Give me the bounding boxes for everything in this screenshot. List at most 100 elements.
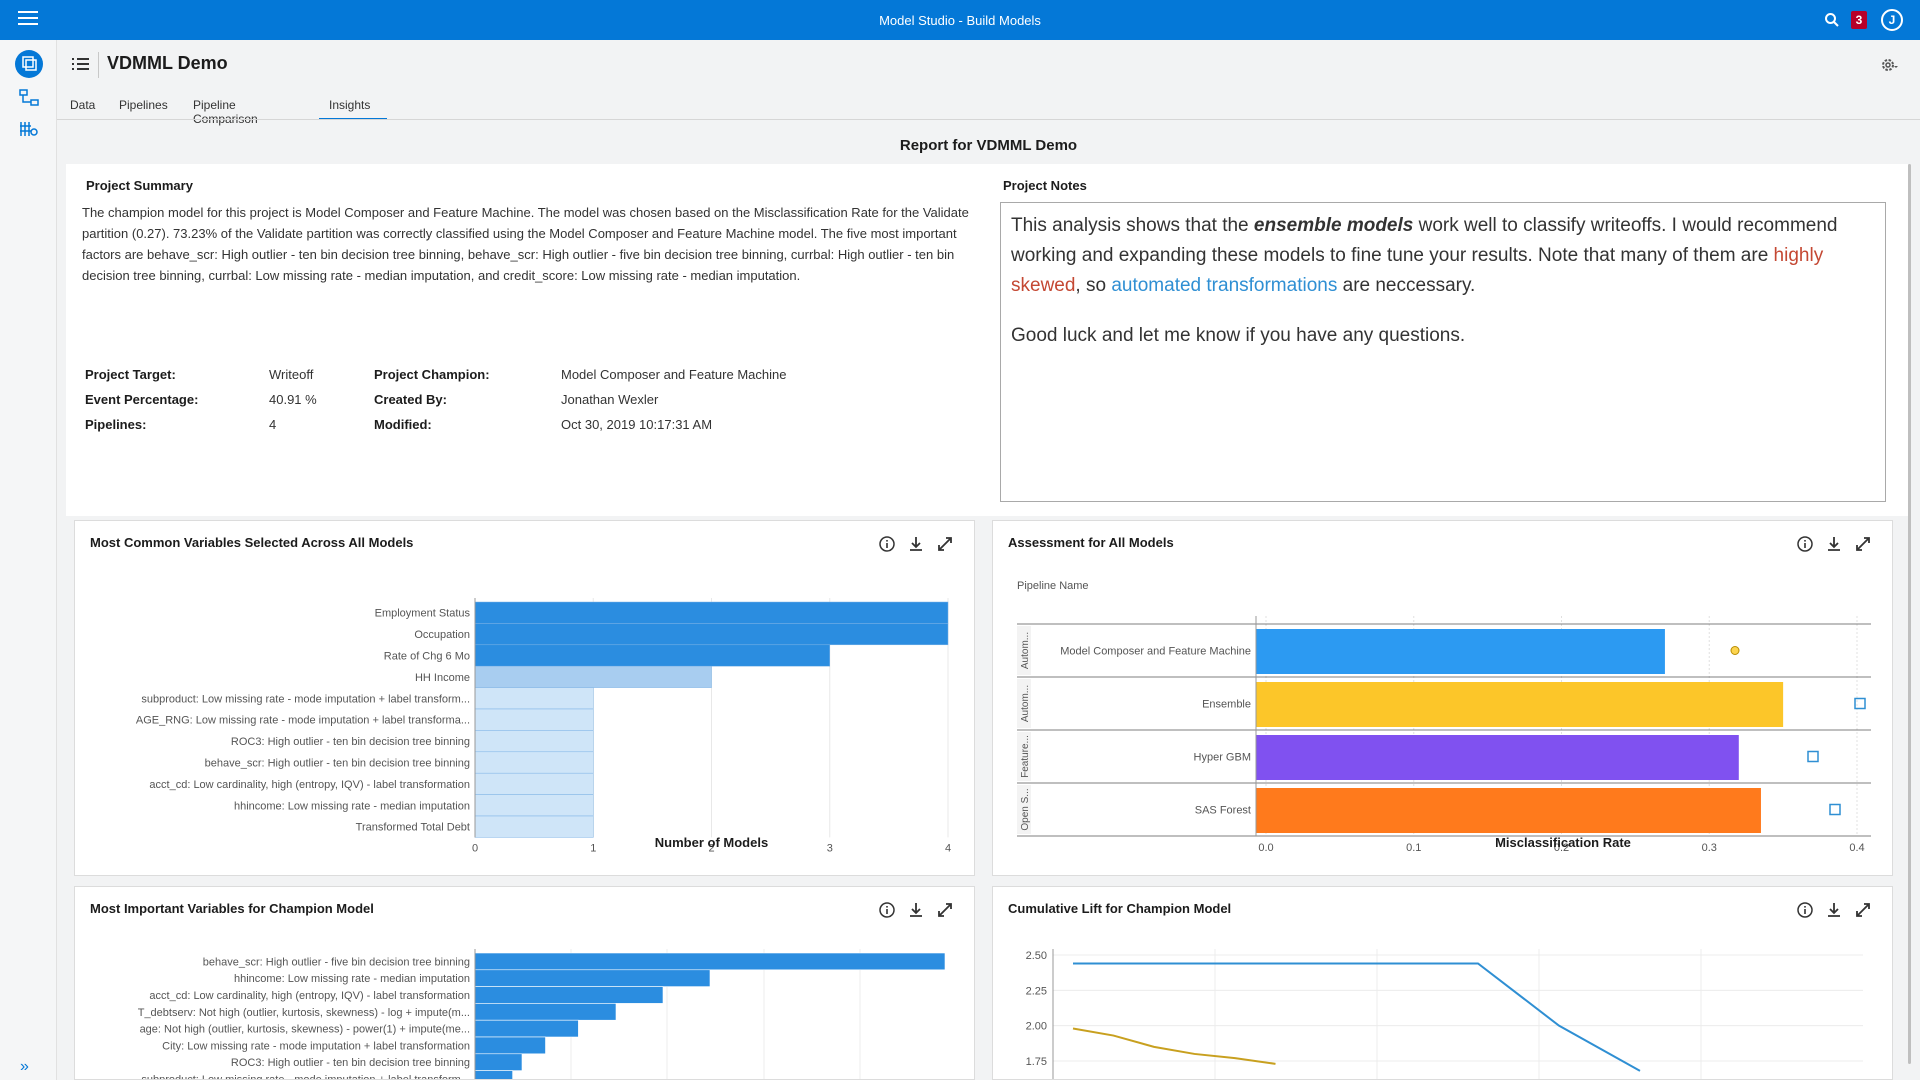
x-tick-label: 3 — [827, 842, 833, 854]
y-tick-label: 2.50 — [1026, 950, 1047, 962]
bar — [474, 730, 594, 753]
bar — [1256, 629, 1665, 674]
bar — [474, 665, 712, 688]
category-label: subproduct: Low missing rate - mode impu… — [141, 1074, 470, 1079]
info-icon[interactable] — [878, 901, 896, 919]
y-axis-header: Pipeline Name — [1017, 580, 1089, 592]
y-tick-label: 2.25 — [1026, 985, 1047, 997]
assessment-chart: Pipeline Name 0.0 0.1 0.2 0.3 0.4 Autom... Mode… — [1017, 580, 1871, 854]
category-label: acct_cd: Low cardinality, high (entropy,… — [149, 990, 470, 1002]
hamburger-menu-icon[interactable] — [18, 11, 38, 29]
top-bar: Model Studio - Build Models 3 J — [0, 0, 1920, 40]
group-label: Open S... — [1020, 788, 1031, 830]
notes-text-e: , so — [1075, 275, 1112, 296]
notification-badge[interactable]: 3 — [1851, 11, 1867, 29]
bar — [474, 708, 594, 731]
common-variables-panel: Most Common Variables Selected Across Al… — [74, 520, 975, 876]
summary-text: The champion model for this project is M… — [82, 205, 969, 283]
important-variables-chart: behave_scr: High outlier - five bin deci… — [138, 949, 946, 1079]
category-label: ROC3: High outlier - ten bin decision tr… — [231, 1057, 470, 1069]
x-tick-label: 0.2 — [1554, 842, 1569, 854]
maximize-icon[interactable] — [1854, 901, 1872, 919]
x-tick-label: 4 — [945, 842, 951, 854]
common-variables-chart: 0 1 2 3 4 Employment Status Occupation Rate of … — [136, 598, 951, 854]
category-label: Rate of Chg 6 Mo — [384, 651, 470, 663]
x-tick-label: 1 — [590, 842, 596, 854]
notes-highlight-red: highly skewed — [1011, 245, 1824, 296]
left-navigation-rail: » — [0, 40, 57, 1080]
modified-label: Modified: — [374, 417, 432, 432]
bar — [1256, 788, 1761, 833]
bar — [474, 986, 664, 1004]
x-axis-label: Misclassification Rate — [1495, 835, 1631, 850]
report-title: Report for VDMML Demo — [899, 137, 1078, 154]
info-icon[interactable] — [878, 535, 896, 553]
created-by-label: Created By: — [374, 392, 447, 407]
header-divider — [98, 52, 99, 78]
assessment-panel: Assessment for All Models Pipeline Name 0… — [992, 520, 1893, 876]
download-icon[interactable] — [907, 535, 925, 553]
notes-text-c: work well to classify writeoffs. I would… — [1011, 215, 1838, 266]
modified-value: Oct 30, 2019 10:17:31 AM — [561, 417, 713, 432]
tab-data[interactable]: Data — [70, 98, 96, 112]
download-icon[interactable] — [1825, 901, 1843, 919]
bar — [474, 1070, 513, 1079]
x-tick-label: 0.3 — [1702, 842, 1717, 854]
project-target-label: Project Target: — [85, 367, 176, 382]
avatar[interactable]: J — [1881, 9, 1903, 31]
pipeline-icon[interactable] — [19, 89, 39, 107]
page-title: VDMML Demo — [107, 53, 228, 73]
bar — [474, 644, 830, 667]
tab-pipelines[interactable]: Pipelines — [119, 98, 168, 112]
panel-toolbar — [878, 901, 958, 919]
bar — [1256, 682, 1784, 727]
category-label: behave_scr: High outlier - ten bin decis… — [205, 758, 470, 770]
projects-icon[interactable] — [15, 50, 43, 78]
gear-icon[interactable] — [1880, 56, 1898, 74]
category-label: SAS Forest — [1195, 805, 1251, 817]
group-cell — [1017, 626, 1031, 675]
download-icon[interactable] — [1825, 535, 1843, 553]
info-icon[interactable] — [1796, 901, 1814, 919]
bar — [474, 751, 594, 774]
maximize-icon[interactable] — [1854, 535, 1872, 553]
notes-paragraph-1: This analysis shows that the ensemble mo… — [1011, 211, 1875, 301]
series-line — [1072, 1027, 1276, 1065]
category-label: Ensemble — [1202, 699, 1251, 711]
category-label: T_debtserv: Not high (outlier, kurtosis,… — [138, 1007, 470, 1019]
assessment-title: Assessment for All Models — [1008, 535, 1174, 550]
info-icon[interactable] — [1796, 535, 1814, 553]
bar — [474, 952, 946, 971]
project-champion-value: Model Composer and Feature Machine — [561, 367, 787, 382]
category-label: hhincome: Low missing rate - median impu… — [234, 973, 470, 985]
y-tick-label: 1.75 — [1026, 1056, 1047, 1068]
project-notes-editor[interactable]: This analysis shows that the ensemble mo… — [1000, 202, 1886, 502]
bar — [474, 623, 949, 646]
bar — [474, 794, 594, 817]
download-icon[interactable] — [907, 901, 925, 919]
data-icon[interactable] — [19, 120, 39, 138]
list-icon[interactable] — [72, 56, 90, 72]
group-cell — [1017, 679, 1031, 728]
search-icon[interactable] — [1824, 12, 1840, 28]
x-tick-label: 0.0 — [1258, 842, 1273, 854]
notes-text-a: This analysis shows that the — [1011, 215, 1254, 236]
category-label: acct_cd: Low cardinality, high (entropy,… — [149, 779, 470, 791]
bookmark-icon — [1829, 803, 1841, 816]
tab-insights[interactable]: Insights — [319, 91, 387, 120]
expand-rail-icon[interactable]: » — [20, 1058, 29, 1075]
category-label: Model Composer and Feature Machine — [1060, 646, 1251, 658]
notes-text-g: are neccessary. — [1337, 275, 1476, 296]
tab-pipeline-comparison[interactable]: Pipeline Comparison — [193, 98, 258, 126]
x-axis-label: Number of Models — [655, 835, 768, 850]
bar — [1256, 735, 1739, 780]
category-label: hhincome: Low missing rate - median impu… — [234, 800, 470, 812]
group-label: Feature... — [1020, 735, 1031, 778]
bar — [474, 815, 594, 838]
maximize-icon[interactable] — [936, 901, 954, 919]
category-label: Hyper GBM — [1194, 752, 1251, 764]
scrollbar[interactable] — [1908, 164, 1911, 1064]
panel-toolbar — [1796, 901, 1876, 919]
maximize-icon[interactable] — [936, 535, 954, 553]
group-label: Autom... — [1020, 632, 1031, 669]
